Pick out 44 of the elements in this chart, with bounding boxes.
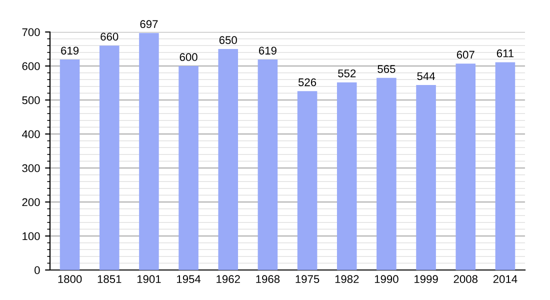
bar xyxy=(99,46,120,270)
data-label: 552 xyxy=(338,69,356,78)
data-label: 619 xyxy=(259,46,276,55)
data-label: 650 xyxy=(219,36,237,44)
y-tick-label: 400 xyxy=(22,130,40,138)
x-tick-label: 1990 xyxy=(374,275,398,284)
y-tick-label: 100 xyxy=(22,232,40,240)
bar xyxy=(416,85,436,270)
x-tick-label: 1999 xyxy=(414,275,438,284)
x-tick-label: 1982 xyxy=(335,275,359,284)
x-tick-label: 2014 xyxy=(493,275,518,284)
x-tick-label: 1962 xyxy=(216,275,240,284)
y-tick-label: 0 xyxy=(34,266,40,274)
bar xyxy=(60,60,80,270)
y-tick-label: 300 xyxy=(22,164,40,172)
data-label: 544 xyxy=(417,72,435,80)
data-label: 607 xyxy=(456,50,474,59)
x-tick-label: 2008 xyxy=(454,275,478,284)
data-label: 526 xyxy=(298,78,316,86)
y-tick-label: 700 xyxy=(22,28,40,36)
x-tick-label: 1975 xyxy=(296,275,320,284)
x-tick-label: 1968 xyxy=(256,275,280,284)
bar xyxy=(456,64,476,270)
bar xyxy=(297,91,318,270)
y-tick-label: 200 xyxy=(22,198,40,206)
bar xyxy=(336,82,357,270)
y-tick-label: 600 xyxy=(22,62,40,70)
bar xyxy=(376,78,396,270)
x-tick-label: 1901 xyxy=(137,275,161,284)
data-label: 565 xyxy=(378,65,396,73)
x-tick-label: 1954 xyxy=(177,275,201,284)
data-label: 611 xyxy=(496,49,514,58)
bar xyxy=(258,60,278,270)
data-label: 660 xyxy=(100,32,118,41)
data-label: 619 xyxy=(61,46,79,55)
bar xyxy=(139,33,159,270)
data-label: 697 xyxy=(140,20,158,28)
bar xyxy=(218,49,238,270)
x-tick-label: 1800 xyxy=(58,275,82,284)
bar xyxy=(495,62,516,270)
y-tick-label: 500 xyxy=(22,96,40,104)
x-tick-label: 1851 xyxy=(98,275,122,284)
data-label: 600 xyxy=(180,53,198,62)
bar xyxy=(178,66,198,270)
